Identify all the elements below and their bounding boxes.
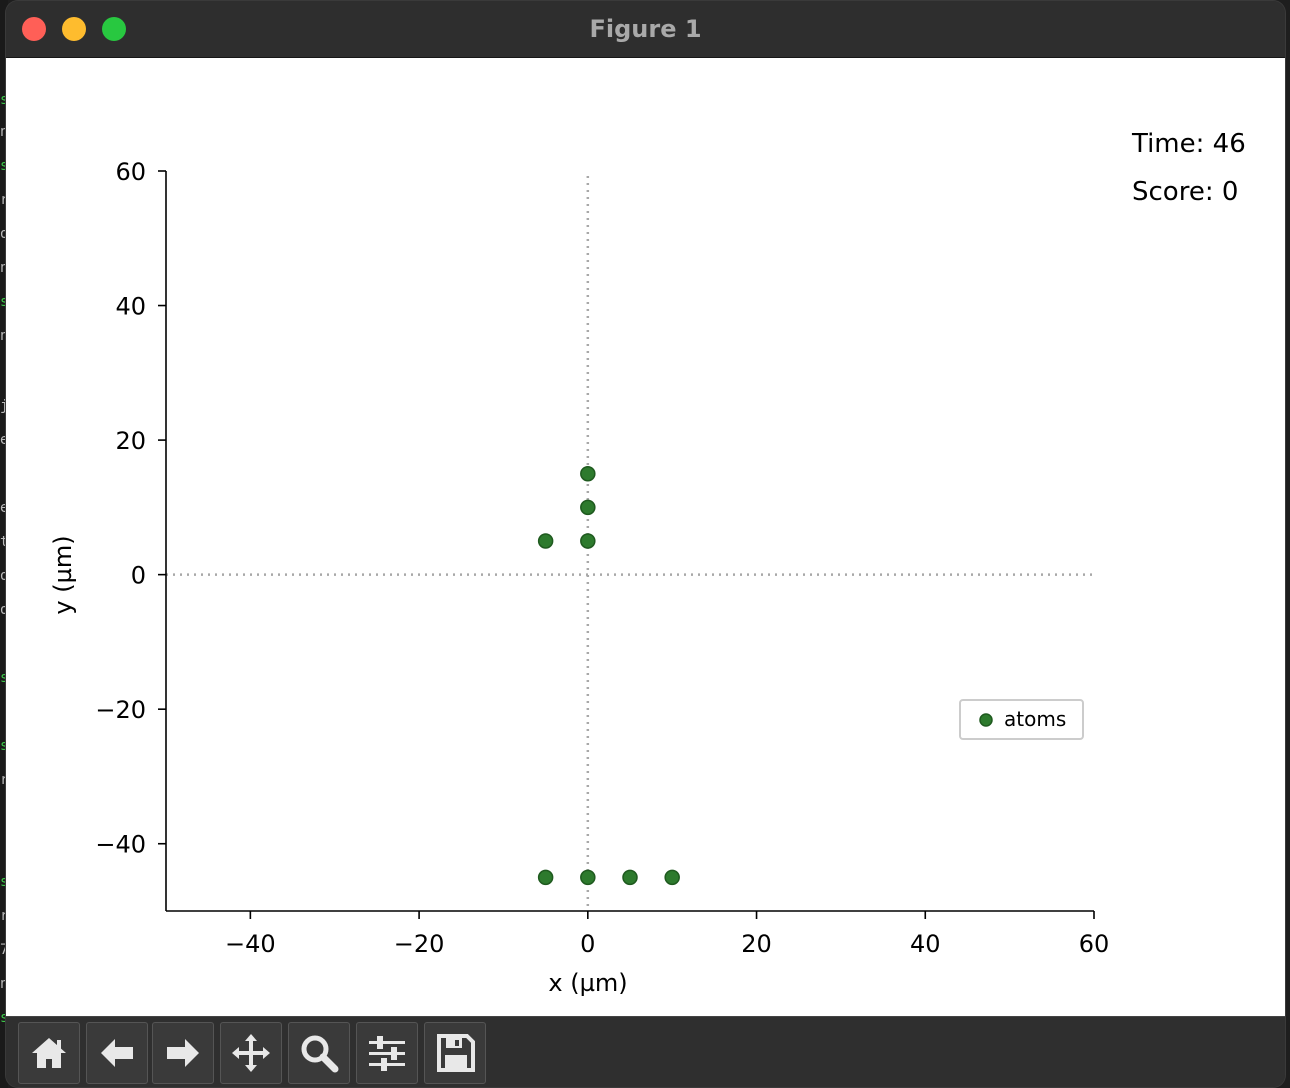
- pan-button[interactable]: [220, 1022, 282, 1084]
- score-readout: Score: 0: [1132, 177, 1238, 207]
- legend-label-atoms: atoms: [1004, 707, 1066, 731]
- axes: −40 −20 0 20 40 60 −40 −20 0 20 40 60: [95, 158, 1109, 958]
- scatter-plot: −40 −20 0 20 40 60 −40 −20 0 20 40 60 x (µm) y (µm)…: [49, 129, 1246, 997]
- x-tick-label: 20: [741, 930, 772, 958]
- save-button[interactable]: [424, 1022, 486, 1084]
- atom-point: [580, 533, 596, 549]
- reference-lines: [166, 176, 1094, 911]
- back-button[interactable]: [86, 1022, 148, 1084]
- close-window-button[interactable]: [22, 17, 46, 41]
- navigation-toolbar: [6, 1016, 1285, 1087]
- arrow-left-icon: [101, 1039, 133, 1067]
- x-tick-label: −20: [394, 930, 445, 958]
- home-button[interactable]: [18, 1022, 80, 1084]
- figure-window: Figure 1 −40 −20 0 20 40 60 −40 −20 0 20 40 60 x (µ…: [6, 1, 1285, 1087]
- maximize-window-button[interactable]: [102, 17, 126, 41]
- move-icon: [232, 1034, 270, 1072]
- legend-marker-atoms: [979, 713, 993, 727]
- title-bar: Figure 1: [6, 1, 1285, 58]
- floppy-disk-icon: [437, 1034, 475, 1072]
- atom-point: [622, 869, 638, 886]
- legend-frame: [959, 699, 1084, 740]
- minimize-window-button[interactable]: [62, 17, 86, 41]
- y-tick-label: 0: [131, 562, 146, 590]
- x-tick-label: −40: [225, 930, 276, 958]
- y-axis-label: y (µm): [49, 535, 77, 614]
- legend: atoms: [959, 699, 1084, 740]
- y-tick-label: 20: [115, 427, 146, 455]
- atom-point: [537, 869, 554, 886]
- forward-button[interactable]: [152, 1022, 214, 1084]
- background-terminal-strip: s n s r o n s n j e e t o o s s r s r 7 …: [0, 0, 8, 1088]
- x-tick-label: 0: [580, 930, 595, 958]
- atom-point: [580, 499, 596, 516]
- y-tick-label: 60: [115, 158, 146, 186]
- x-tick-label: 40: [910, 930, 941, 958]
- configure-subplots-button[interactable]: [356, 1022, 418, 1084]
- x-axis-label: x (µm): [548, 969, 627, 997]
- atom-point: [580, 465, 596, 482]
- y-tick-label: −20: [95, 696, 146, 724]
- figure-canvas[interactable]: −40 −20 0 20 40 60 −40 −20 0 20 40 60 x (µm) y (µm)…: [6, 58, 1285, 1016]
- home-icon: [32, 1038, 66, 1068]
- zoom-button[interactable]: [288, 1022, 350, 1084]
- time-readout: Time: 46: [1131, 129, 1246, 159]
- data-points: [537, 465, 680, 886]
- atom-point: [537, 533, 554, 549]
- window-title: Figure 1: [589, 15, 702, 43]
- sliders-icon: [369, 1036, 405, 1071]
- magnifier-icon: [301, 1035, 339, 1073]
- y-tick-label: 40: [115, 293, 146, 321]
- atom-point: [664, 869, 680, 886]
- atom-point: [580, 869, 596, 886]
- y-tick-label: −40: [95, 831, 146, 859]
- arrow-right-icon: [167, 1039, 199, 1067]
- x-tick-label: 60: [1079, 930, 1110, 958]
